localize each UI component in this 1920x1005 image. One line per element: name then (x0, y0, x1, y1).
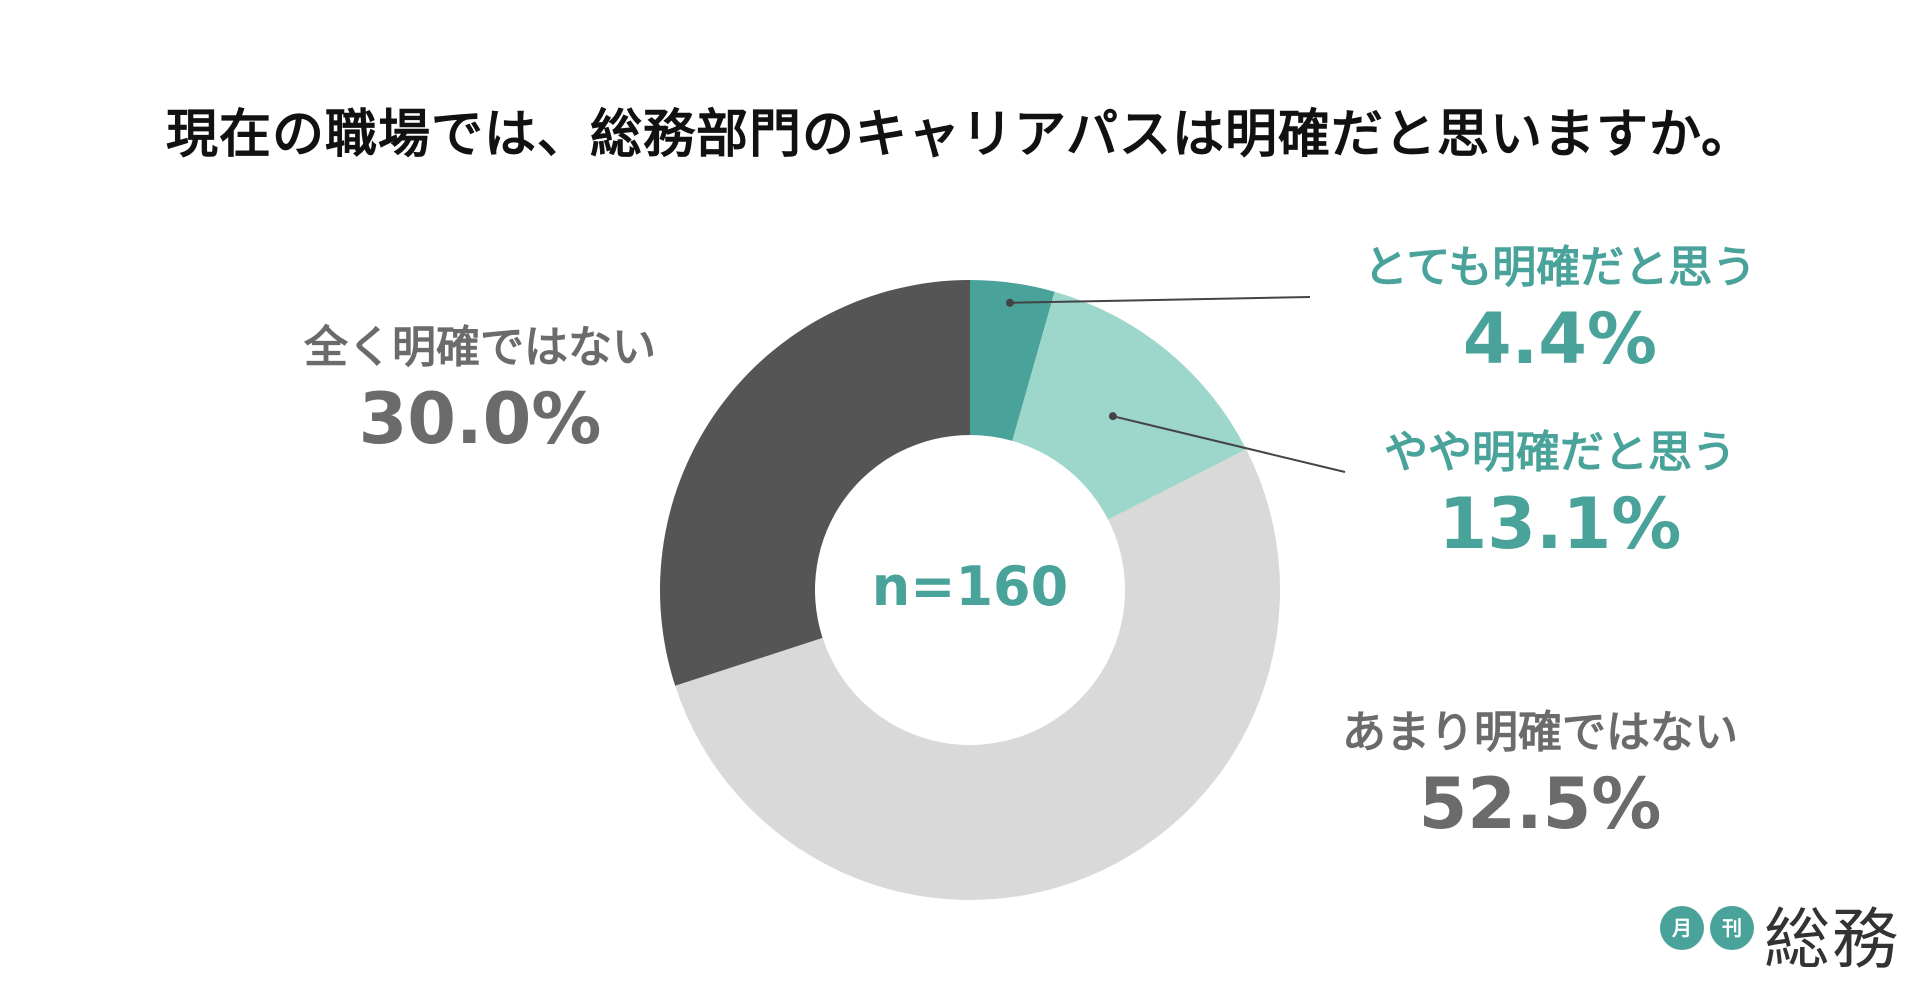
logo-badge-month: 月 (1660, 906, 1704, 950)
leader-line-very-clear (1005, 296, 1311, 307)
slice-label-not-very-clear-value: 52.5% (1418, 763, 1662, 845)
slice-label-very-clear: とても明確だと思う 4.4% (1330, 240, 1790, 382)
slice-label-somewhat-clear-category: やや明確だと思う (1384, 427, 1736, 478)
slice-label-not-clear-at-all-value: 30.0% (358, 378, 602, 460)
sample-size-label: n=160 (871, 555, 1069, 618)
slice-label-very-clear-value: 4.4% (1462, 298, 1658, 380)
slice-not-very-clear (675, 449, 1280, 901)
slice-somewhat-clear (1012, 291, 1247, 520)
slice-very-clear (970, 280, 1055, 441)
slice-label-somewhat-clear-value: 13.1% (1438, 483, 1682, 565)
slice-label-not-very-clear-category: あまり明確ではない (1342, 707, 1738, 758)
leader-line-somewhat-clear (1108, 412, 1346, 473)
slice-label-very-clear-category: とても明確だと思う (1363, 242, 1757, 293)
chart-title: 現在の職場では、総務部門のキャリアパスは明確だと思いますか。 (166, 105, 1754, 165)
publisher-logo: 月 刊 総務 (1660, 898, 1900, 978)
slice-label-somewhat-clear: やや明確だと思う 13.1% (1310, 425, 1810, 567)
logo-badge-publication: 刊 (1710, 906, 1754, 950)
slice-label-not-clear-at-all-category: 全く明確ではない (304, 322, 656, 373)
slice-label-not-clear-at-all: 全く明確ではない 30.0% (250, 320, 710, 462)
slice-label-not-very-clear: あまり明確ではない 52.5% (1290, 705, 1790, 847)
slice-not-clear-at-all (659, 280, 970, 686)
logo-wordmark: 総務 (1764, 901, 1900, 978)
